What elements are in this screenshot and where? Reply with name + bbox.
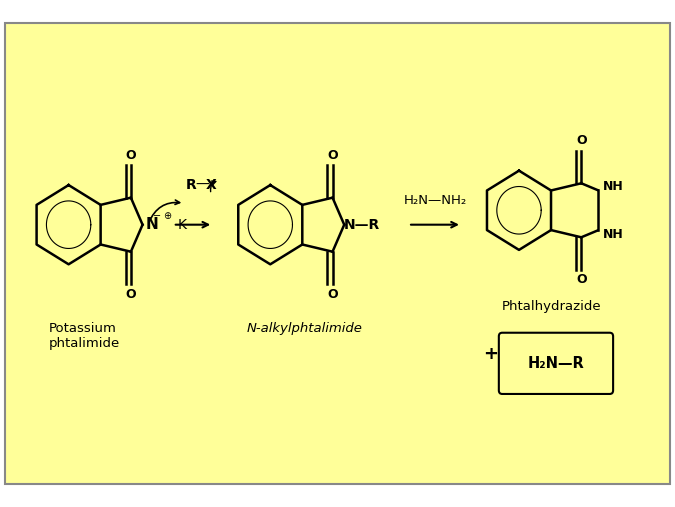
Text: O: O	[126, 149, 136, 162]
Text: K: K	[178, 218, 186, 232]
Text: O: O	[327, 149, 338, 162]
Text: N-alkylphtalimide: N-alkylphtalimide	[247, 322, 362, 335]
Text: X: X	[206, 178, 217, 192]
FancyArrowPatch shape	[149, 200, 180, 222]
Text: H₂N—R: H₂N—R	[528, 356, 585, 371]
Text: +: +	[483, 345, 498, 364]
Text: O: O	[327, 287, 338, 301]
Text: NH: NH	[603, 180, 624, 193]
FancyArrowPatch shape	[211, 181, 216, 192]
Text: N: N	[146, 217, 159, 232]
FancyBboxPatch shape	[5, 23, 670, 484]
Text: R: R	[186, 178, 196, 192]
Text: O: O	[126, 287, 136, 301]
Text: Potassium
phtalimide: Potassium phtalimide	[49, 322, 119, 350]
Text: Phtalhydrazide: Phtalhydrazide	[502, 300, 602, 313]
FancyBboxPatch shape	[499, 333, 613, 394]
Text: N—R: N—R	[344, 218, 381, 232]
Text: O: O	[576, 134, 587, 147]
Text: H₂N—NH₂: H₂N—NH₂	[404, 194, 466, 207]
Text: ⊕: ⊕	[163, 211, 171, 221]
Text: NH: NH	[603, 228, 624, 240]
Text: O: O	[576, 273, 587, 286]
Text: −: −	[153, 211, 161, 221]
Text: —: —	[196, 178, 209, 192]
